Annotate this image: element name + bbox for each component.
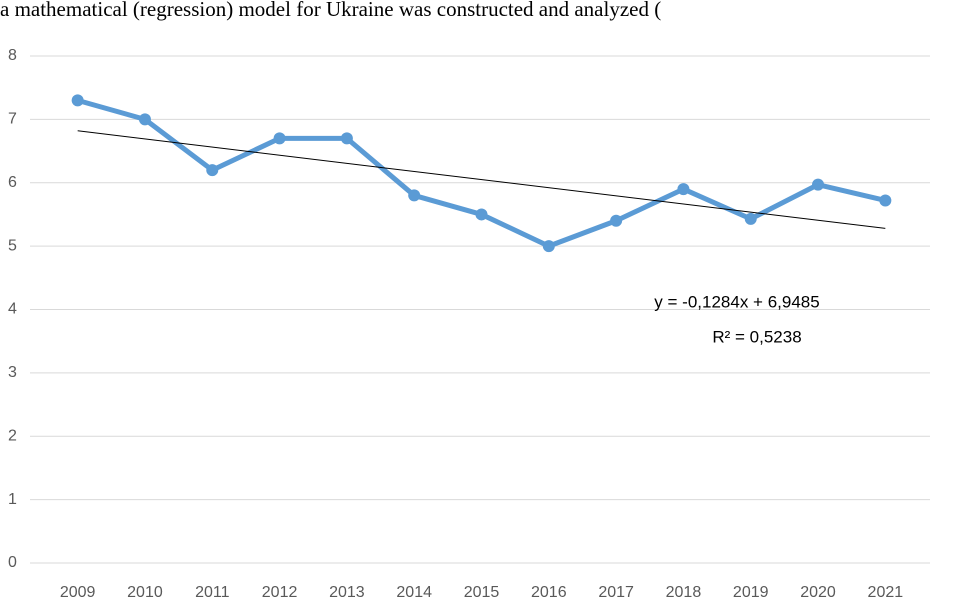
point	[475, 208, 488, 221]
point	[812, 178, 825, 191]
y-tick-label: 1	[8, 491, 17, 508]
x-tick-label: 2015	[464, 584, 500, 601]
x-tick-label: 2017	[598, 584, 634, 601]
x-tick-label: 2011	[195, 584, 230, 601]
point	[340, 132, 353, 145]
y-tick-label: 8	[8, 47, 17, 64]
y-tick-label: 6	[8, 174, 17, 191]
point	[610, 214, 623, 227]
x-tick-label: 2012	[262, 584, 298, 601]
y-tick-label: 7	[8, 111, 17, 128]
series-line	[76, 97, 886, 249]
point	[206, 164, 219, 177]
x-tick-label: 2009	[60, 584, 96, 601]
point	[408, 189, 421, 202]
point	[273, 132, 286, 145]
x-tick-label: 2014	[396, 584, 432, 601]
point	[542, 240, 555, 253]
y-tick-label: 2	[8, 427, 17, 444]
x-tick-label: 2016	[531, 584, 567, 601]
x-tick-label: 2010	[127, 584, 163, 601]
y-tick-label: 5	[8, 237, 17, 254]
point	[71, 94, 84, 107]
x-tick-label: 2018	[666, 584, 702, 601]
x-tick-label: 2013	[329, 584, 365, 601]
r-squared-label: R² = 0,5238	[712, 327, 801, 346]
point	[879, 194, 892, 207]
point	[744, 212, 757, 225]
y-tick-label: 3	[8, 364, 17, 381]
trendline-equation: y = -0,1284x + 6,9485	[654, 292, 819, 311]
y-tick-label: 0	[8, 554, 17, 571]
header-text: a mathematical (regression) model for Uk…	[0, 0, 661, 21]
trendline	[77, 130, 886, 229]
point	[138, 113, 151, 126]
x-tick-label: 2020	[800, 584, 836, 601]
x-tick-label: 2021	[868, 584, 904, 601]
point	[677, 183, 690, 196]
y-tick-label: 4	[8, 301, 17, 318]
x-tick-label: 2019	[733, 584, 769, 601]
